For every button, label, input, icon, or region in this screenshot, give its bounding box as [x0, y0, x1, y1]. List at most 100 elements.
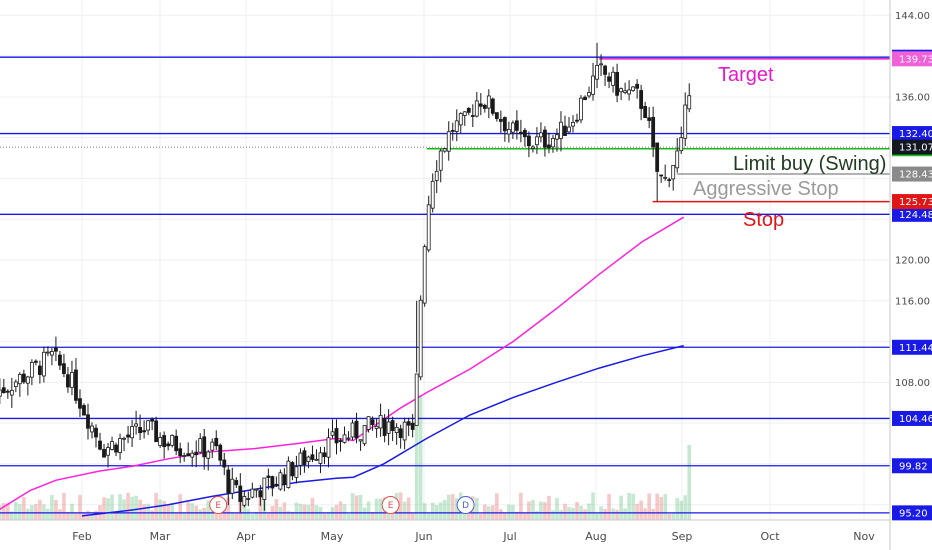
candle-body: [406, 421, 411, 426]
volume-bar: [422, 503, 427, 520]
candle-body: [9, 389, 14, 396]
volume-bar: [479, 513, 483, 520]
volume-bar: [527, 501, 531, 520]
volume-bar: [374, 498, 379, 520]
month-tick-label: Feb: [72, 530, 91, 543]
candle-body: [430, 180, 435, 209]
candle-body: [543, 129, 547, 148]
volume-bar: [499, 509, 503, 520]
volume-bar: [114, 513, 118, 520]
volume-bar: [190, 503, 195, 520]
candle-body: [559, 121, 563, 139]
volume-bar: [106, 498, 110, 520]
candle-body: [190, 452, 195, 458]
candle-body: [510, 122, 515, 133]
candle-body: [410, 422, 415, 430]
candle-body: [494, 112, 499, 119]
volume-bar: [535, 511, 539, 520]
candle-body: [122, 437, 126, 440]
volume-bar: [174, 513, 178, 520]
candle-body: [490, 98, 495, 114]
candle-body: [422, 246, 427, 304]
price-tag-label: 111.44: [899, 343, 932, 354]
volume-bar: [495, 493, 499, 520]
price-tag: [892, 194, 932, 210]
candle-body: [82, 405, 86, 416]
candle-body: [134, 423, 138, 427]
candle-body: [74, 369, 78, 401]
price-tag-label: 139.73: [899, 54, 932, 65]
candle-body: [434, 170, 439, 181]
candle-body: [242, 496, 247, 506]
candle-body: [86, 414, 90, 429]
candle-body: [378, 414, 383, 429]
volume-bar: [338, 501, 343, 520]
candle-body: [234, 480, 239, 486]
candle-body: [54, 347, 58, 352]
candle-body: [683, 104, 688, 139]
candle-body: [238, 485, 243, 502]
candle-body: [266, 475, 271, 478]
candle-body: [154, 420, 159, 443]
volume-bar: [539, 501, 543, 520]
volume-bar: [102, 497, 106, 520]
volume-bar: [619, 495, 623, 520]
volume-bar: [651, 508, 655, 520]
volume-bar: [254, 511, 259, 520]
volume-bar: [142, 504, 146, 520]
volume-bar: [130, 496, 134, 520]
candle-body: [370, 419, 375, 425]
volume-bar: [150, 510, 154, 520]
volume-bar: [54, 499, 58, 520]
candle-body: [202, 436, 207, 458]
candle-body: [102, 448, 106, 458]
volume-bar: [583, 509, 587, 520]
candle-body: [547, 144, 551, 149]
candle-body: [198, 438, 203, 453]
volume-bar: [322, 513, 327, 520]
volume-bar: [210, 511, 215, 520]
candle-body: [462, 111, 467, 116]
volume-bar: [50, 495, 54, 520]
volume-bar: [22, 496, 26, 520]
candle-body: [627, 89, 632, 95]
candle-body: [182, 455, 187, 457]
candle-body: [486, 95, 491, 109]
volume-bar: [575, 502, 579, 520]
annotation-label: Stop: [743, 209, 784, 231]
candle-body: [639, 90, 644, 109]
price-tag-label: 95.20: [899, 508, 928, 519]
price-tick-label: 116.00: [895, 296, 930, 307]
price-axis[interactable]: 144.00 136.00 120.00 116.00 108.00: [895, 11, 930, 389]
volume-bar: [246, 509, 251, 520]
volume-bar: [198, 509, 203, 520]
candle-body: [90, 425, 94, 433]
volume-bar: [631, 493, 635, 520]
event-marker: [209, 496, 228, 514]
volume-bar: [555, 497, 559, 520]
candle-body: [282, 474, 287, 485]
annotation-label: Limit buy (Swing): [733, 153, 886, 175]
candle-body: [442, 148, 447, 152]
candle-body: [607, 76, 611, 82]
candle-body: [671, 165, 676, 180]
volume-bar: [74, 513, 78, 520]
candle-body: [679, 137, 684, 152]
volume-bar: [523, 513, 527, 520]
candle-body: [258, 490, 263, 498]
volume-bar: [663, 494, 667, 520]
volume-bar: [611, 508, 615, 520]
month-tick-label: Oct: [760, 530, 780, 543]
candle-body: [41, 351, 46, 377]
candle-body: [194, 451, 199, 456]
price-tag: [892, 410, 932, 426]
volume-bar: [559, 510, 563, 520]
candle-body: [218, 444, 223, 461]
price-tag: [892, 458, 932, 474]
volume-bar: [671, 512, 676, 520]
candle-body: [567, 126, 571, 133]
candle-body: [346, 437, 351, 440]
time-axis[interactable]: Feb Mar Apr May Jun Jul Aug Sep Oct Nov: [72, 530, 875, 543]
event-marker-letter: D: [462, 501, 469, 511]
volume-bar: [366, 501, 371, 520]
